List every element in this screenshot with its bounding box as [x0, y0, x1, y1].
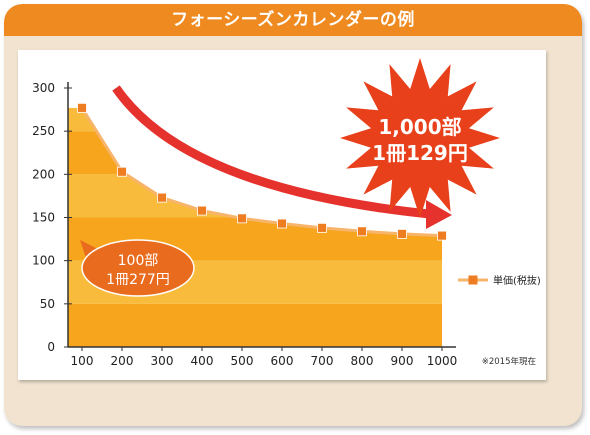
- high-volume-burst: [340, 58, 500, 218]
- x-tick-label: 400: [191, 354, 214, 368]
- x-tick-label: 600: [271, 354, 294, 368]
- x-tick-label: 100: [71, 354, 94, 368]
- x-tick-label: 700: [311, 354, 334, 368]
- x-tick-label: 200: [111, 354, 134, 368]
- data-point: [197, 205, 207, 216]
- data-point: [117, 166, 127, 177]
- data-point: [277, 218, 287, 229]
- y-tick-label: 300: [32, 81, 55, 95]
- page-title: フォーシーズンカレンダーの例: [171, 10, 415, 30]
- y-tick-label: 250: [32, 124, 55, 138]
- price-chart: 0 50 100 150 200 250 300 100 200 300 400 500 600 700 8…: [32, 58, 541, 368]
- chart-panel: 0 50 100 150 200 250 300 100 200 300 400 500 600 700 8…: [18, 50, 546, 380]
- title-bar: フォーシーズンカレンダーの例: [4, 4, 582, 36]
- trend-arrow-head: [426, 200, 452, 230]
- footnote: ※2015年現在: [482, 356, 536, 367]
- data-point: [237, 213, 247, 224]
- y-tick-label: 0: [47, 340, 55, 354]
- data-point: [397, 229, 407, 239]
- data-point: [357, 226, 367, 237]
- y-tick-label: 150: [32, 211, 55, 225]
- low-volume-oval: [81, 239, 195, 297]
- area-band: [68, 303, 442, 347]
- low-volume-qty: 100部: [118, 253, 159, 269]
- data-point: [317, 222, 327, 233]
- data-point: [437, 230, 447, 241]
- x-tick-label: 900: [391, 354, 414, 368]
- legend-label: 単価(税抜): [493, 274, 541, 287]
- high-volume-qty: 1,000部: [378, 115, 461, 139]
- x-tick-label: 500: [231, 354, 254, 368]
- y-tick-label: 50: [40, 297, 55, 311]
- high-volume-price: 1冊129円: [372, 141, 468, 165]
- y-tick-label: 100: [32, 254, 55, 268]
- x-tick-label: 300: [151, 354, 174, 368]
- legend-marker: [468, 275, 478, 285]
- y-tick-label: 200: [32, 167, 55, 181]
- series-line: [80, 107, 443, 238]
- data-point: [157, 192, 167, 203]
- low-volume-price: 1冊277円: [106, 272, 170, 288]
- x-tick-label: 800: [351, 354, 374, 368]
- data-point: [77, 102, 87, 113]
- x-tick-label: 1000: [427, 354, 458, 368]
- card-frame: フォーシーズンカレンダーの例 0 50 100 150 200 250 300 100 200 3…: [4, 4, 582, 426]
- trend-arrow-shaft: [112, 85, 431, 219]
